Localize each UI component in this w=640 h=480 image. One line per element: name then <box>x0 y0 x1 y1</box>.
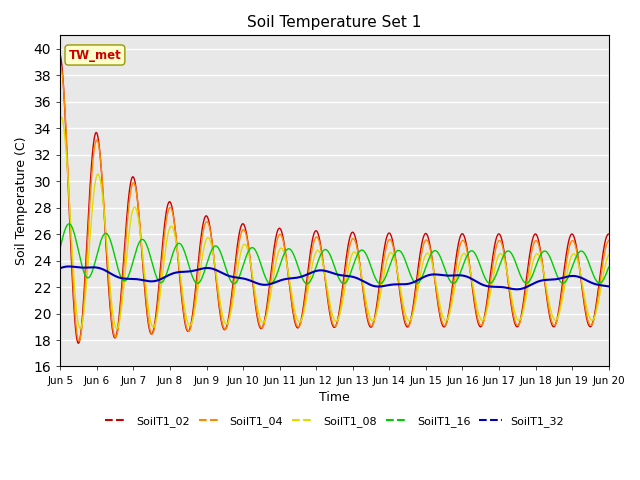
SoilT1_16 <box>65 221 72 227</box>
Line: SoilT1_08: SoilT1_08 <box>60 118 609 329</box>
SoilT1_04 <box>418 249 426 255</box>
SoilT1_08 <box>56 116 64 121</box>
SoilT1_16 <box>419 273 426 279</box>
SoilT1_08 <box>113 326 120 332</box>
SoilT1_08 <box>57 115 65 120</box>
Line: SoilT1_02: SoilT1_02 <box>60 55 609 343</box>
SoilT1_08 <box>180 300 188 306</box>
SoilT1_04 <box>208 240 216 245</box>
SoilT1_08 <box>403 314 410 320</box>
SoilT1_04 <box>402 320 410 325</box>
SoilT1_04 <box>605 238 612 243</box>
SoilT1_02 <box>179 308 187 313</box>
SoilT1_04 <box>124 218 131 224</box>
SoilT1_32 <box>124 276 131 282</box>
Text: TW_met: TW_met <box>68 48 122 61</box>
SoilT1_32 <box>605 284 612 289</box>
SoilT1_02 <box>418 240 426 246</box>
SoilT1_16 <box>179 245 187 251</box>
SoilT1_32 <box>65 264 72 269</box>
SoilT1_04 <box>75 338 83 344</box>
Line: SoilT1_16: SoilT1_16 <box>60 224 609 284</box>
SoilT1_02 <box>208 240 216 245</box>
SoilT1_32 <box>402 281 410 287</box>
SoilT1_08 <box>605 252 612 258</box>
SoilT1_32 <box>56 265 64 271</box>
SoilT1_32 <box>179 269 187 275</box>
Line: SoilT1_04: SoilT1_04 <box>60 65 609 341</box>
SoilT1_08 <box>419 262 426 267</box>
SoilT1_02 <box>402 322 410 328</box>
SoilT1_16 <box>403 261 410 267</box>
SoilT1_02 <box>605 231 612 237</box>
SoilT1_02 <box>75 340 83 346</box>
SoilT1_04 <box>67 220 74 226</box>
SoilT1_02 <box>67 231 74 237</box>
SoilT1_08 <box>67 228 75 234</box>
SoilT1_04 <box>179 304 187 310</box>
SoilT1_16 <box>124 275 131 281</box>
Legend: SoilT1_02, SoilT1_04, SoilT1_08, SoilT1_16, SoilT1_32: SoilT1_02, SoilT1_04, SoilT1_08, SoilT1_… <box>100 412 568 432</box>
SoilT1_32 <box>513 287 521 292</box>
SoilT1_04 <box>56 62 64 68</box>
SoilT1_32 <box>418 275 426 281</box>
SoilT1_16 <box>267 281 275 287</box>
SoilT1_32 <box>67 264 75 269</box>
SoilT1_16 <box>605 264 612 270</box>
SoilT1_16 <box>208 246 216 252</box>
SoilT1_16 <box>67 222 75 228</box>
SoilT1_32 <box>208 266 216 272</box>
Y-axis label: Soil Temperature (C): Soil Temperature (C) <box>15 137 28 265</box>
SoilT1_02 <box>124 206 131 212</box>
Line: SoilT1_32: SoilT1_32 <box>60 266 609 289</box>
SoilT1_08 <box>124 238 132 244</box>
SoilT1_16 <box>56 244 64 250</box>
Title: Soil Temperature Set 1: Soil Temperature Set 1 <box>247 15 422 30</box>
SoilT1_02 <box>56 52 64 58</box>
X-axis label: Time: Time <box>319 391 350 404</box>
SoilT1_08 <box>209 249 217 255</box>
